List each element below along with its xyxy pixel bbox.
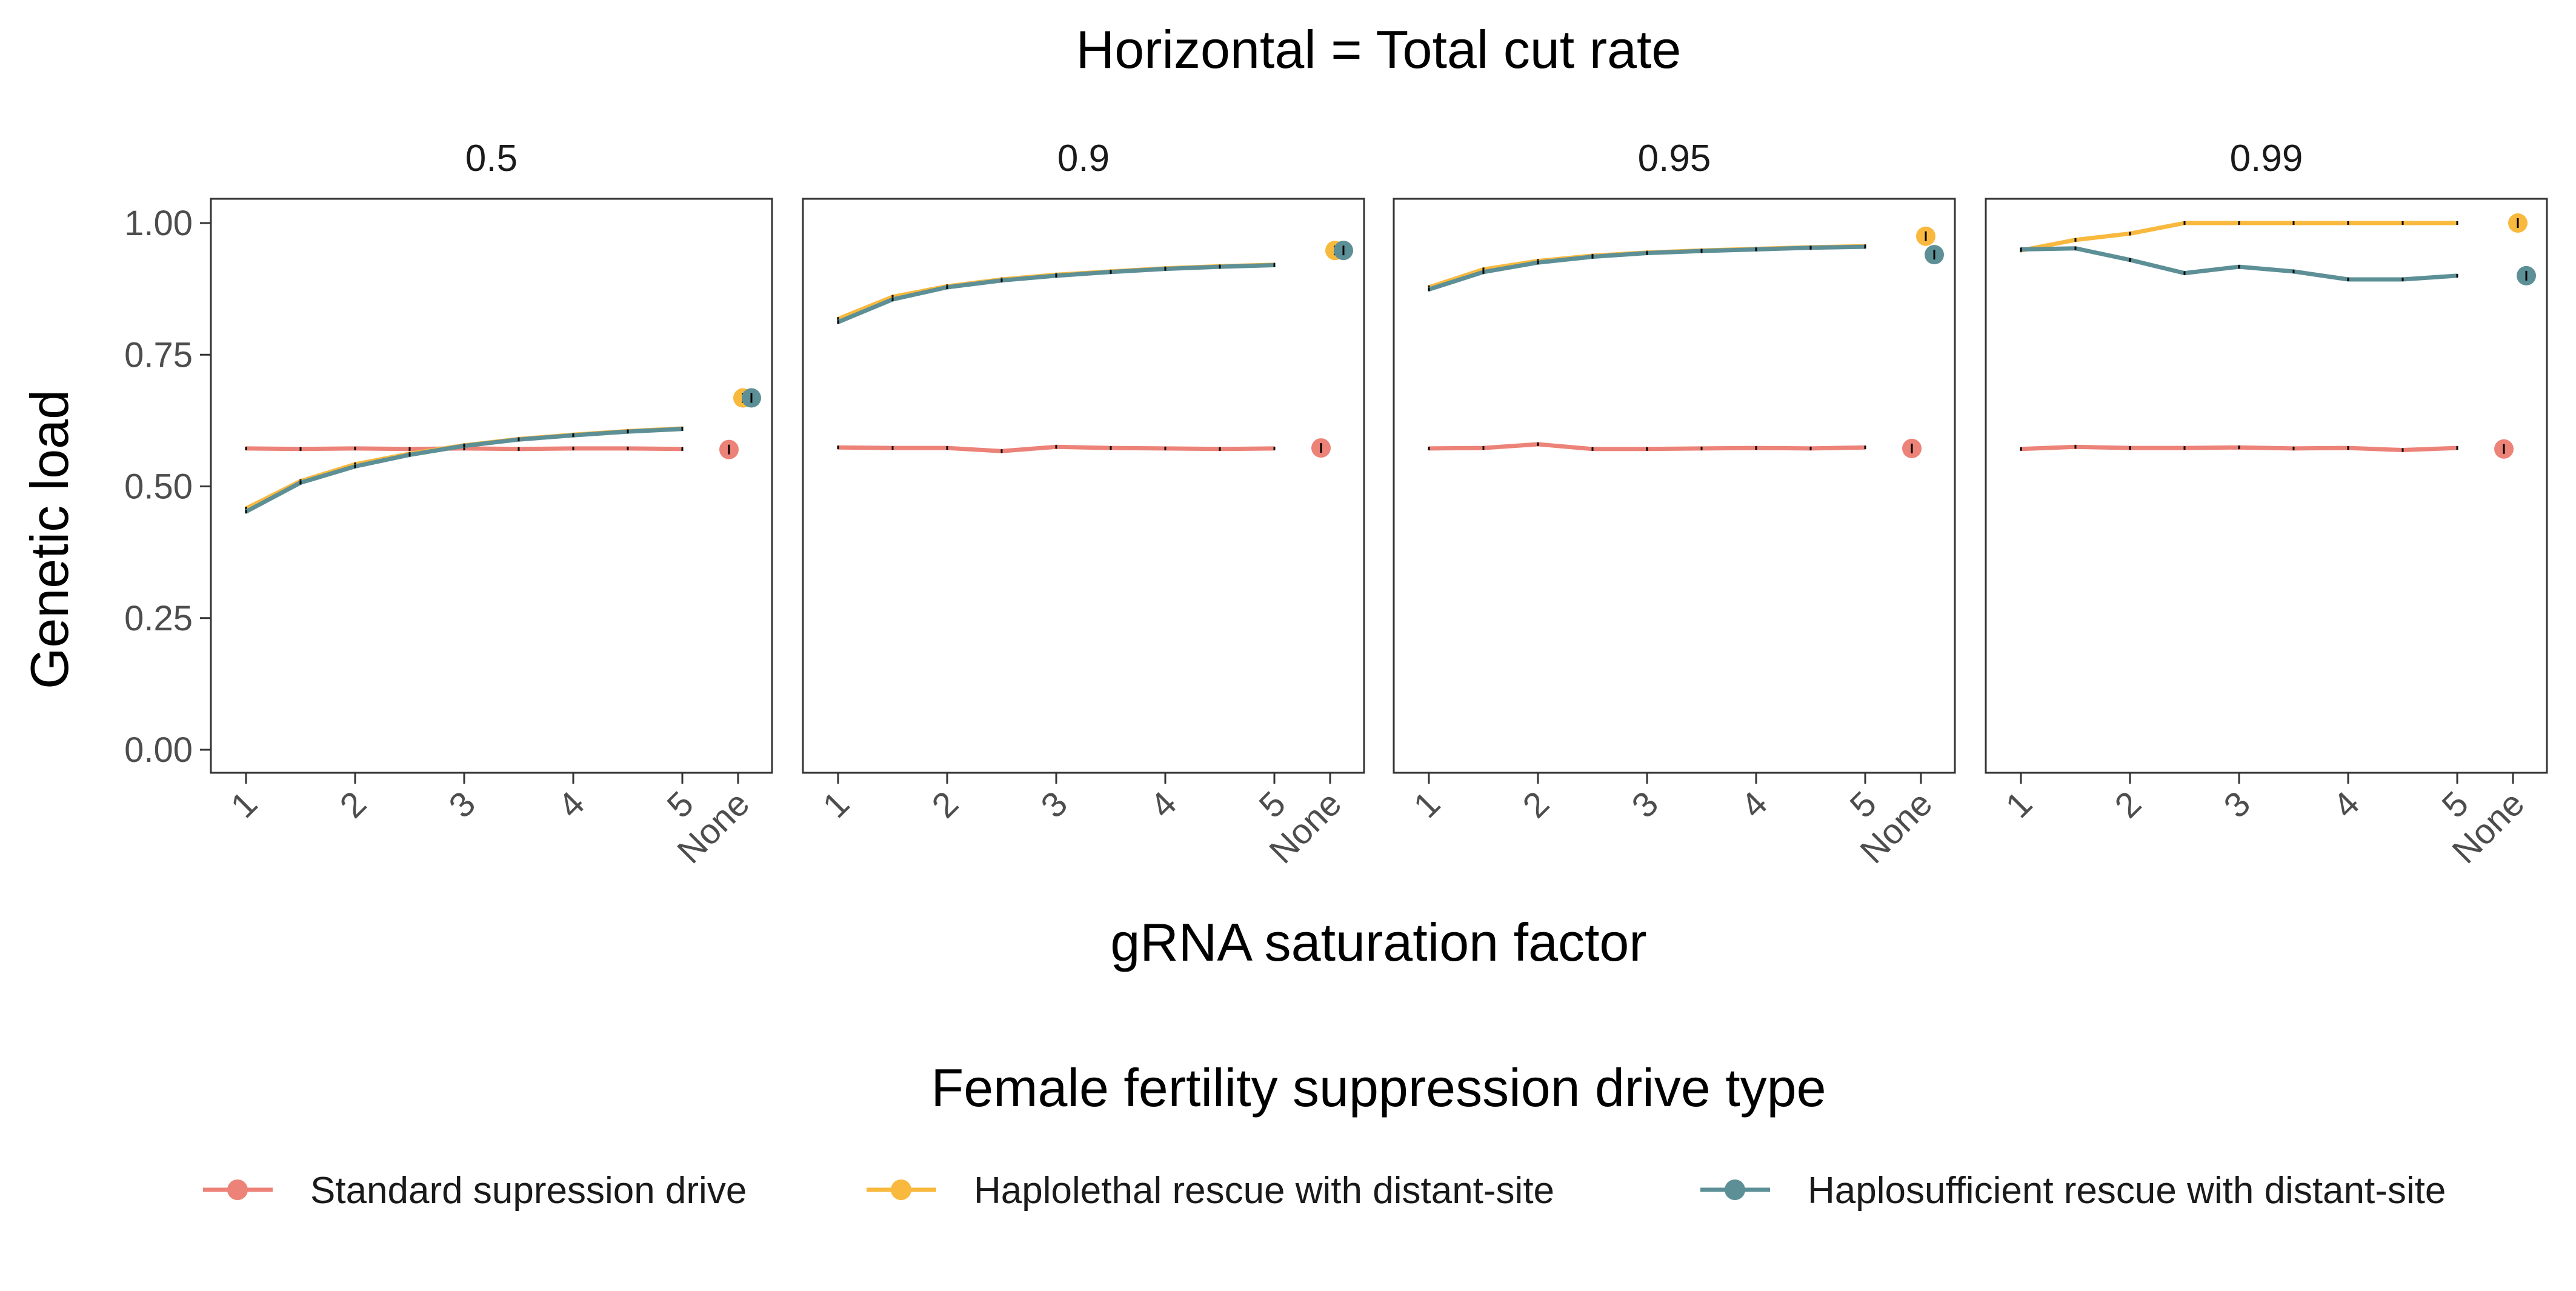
legend-item: Standard supression drive	[203, 1170, 747, 1212]
y-axis-title: Genetic load	[19, 390, 79, 689]
legend-key-point	[891, 1179, 911, 1200]
legend-item: Haplolethal rescue with distant-site	[867, 1170, 1554, 1212]
legend-item: Haplosufficient rescue with distant-site	[1700, 1170, 2446, 1212]
x-axis-title: gRNA saturation factor	[1110, 912, 1646, 972]
facet-label: 0.95	[1638, 138, 1711, 179]
legend-label: Standard supression drive	[310, 1170, 747, 1212]
facet-label: 0.9	[1057, 138, 1110, 179]
y-tick-label: 0.50	[124, 467, 193, 507]
legend-label: Haplolethal rescue with distant-site	[974, 1170, 1554, 1212]
panel-border	[210, 198, 773, 774]
legend-title: Female fertility suppression drive type	[931, 1058, 1826, 1118]
y-tick-label: 0.25	[124, 599, 193, 638]
legend-label: Haplosufficient rescue with distant-site	[1808, 1170, 2446, 1212]
panel-border	[1985, 198, 2548, 774]
facet-label: 0.5	[465, 138, 518, 179]
panel-border	[802, 198, 1365, 774]
chart-title: Horizontal = Total cut rate	[1076, 19, 1682, 79]
y-tick-label: 1.00	[124, 204, 193, 243]
legend: Standard supression drive Haplolethal res…	[203, 1170, 2446, 1212]
facet-label: 0.99	[2230, 138, 2303, 179]
panel-border	[1393, 198, 1956, 774]
legend-key-point	[1725, 1179, 1745, 1200]
y-tick-label: 0.00	[124, 730, 193, 770]
legend-key-point	[227, 1179, 248, 1200]
y-tick-label: 0.75	[124, 335, 193, 375]
